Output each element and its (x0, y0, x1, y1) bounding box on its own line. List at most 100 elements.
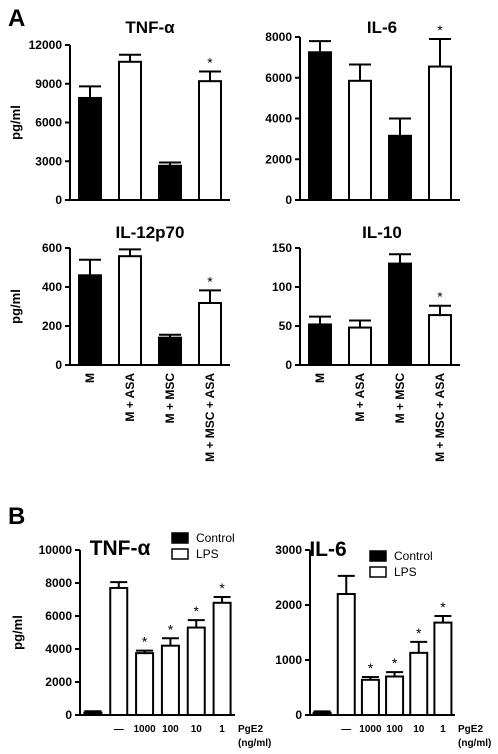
category-label: M + MSC (163, 373, 177, 424)
legend-swatch (369, 550, 387, 562)
legend-swatch (369, 566, 387, 578)
category-label: M (83, 373, 97, 383)
bar (360, 678, 380, 716)
significance-star: * (368, 660, 374, 676)
bar (109, 586, 129, 717)
chart-tnf-alpha-a: TNF-α 0 3000 6000 9000 12000 pg/ml * (8, 18, 230, 207)
x-unit-name: PgE2 (238, 724, 263, 735)
y-tick-label: 600 (42, 241, 62, 255)
category-label: 100 (162, 724, 179, 735)
significance-star: * (440, 599, 446, 615)
legend-label: LPS (196, 547, 219, 561)
category-label: 100 (386, 724, 403, 735)
y-tick-label: 0 (295, 708, 302, 722)
chart-title: TNF-α (125, 18, 175, 37)
chart-il12p70: IL-12p70 0 200 400 600 pg/ml M M + ASA M + MSC * M… (8, 223, 230, 462)
significance-star: * (142, 634, 148, 650)
y-tick-label: 6000 (265, 71, 292, 85)
y-tick-label: 8000 (265, 30, 292, 44)
category-label: M + MSC + ASA (433, 373, 447, 462)
y-tick-label: 0 (55, 358, 62, 372)
bar (198, 301, 222, 366)
y-tick-label: 9000 (35, 77, 62, 91)
category-label: M + MSC (393, 373, 407, 424)
y-tick-label: 4000 (265, 112, 292, 126)
bar (83, 711, 103, 717)
significance-star: * (392, 655, 398, 671)
y-tick-label: 150 (272, 241, 292, 255)
bar (385, 675, 405, 716)
y-tick-label: 0 (285, 193, 292, 207)
bar (118, 255, 142, 366)
category-label: 10 (191, 724, 203, 735)
y-tick-label: 0 (55, 193, 62, 207)
legend-swatch (171, 532, 189, 544)
x-unit: (ng/ml) (238, 738, 271, 749)
category-label: M (313, 373, 327, 383)
y-tick-label: 100 (272, 280, 292, 294)
significance-star: * (437, 289, 443, 305)
category-label: — (114, 724, 124, 735)
bar (160, 644, 180, 717)
bar (198, 80, 222, 201)
bar (308, 323, 332, 367)
legend-label: LPS (394, 565, 417, 579)
y-tick-label: 50 (279, 319, 293, 333)
y-tick-label: 8000 (45, 576, 72, 590)
y-tick-label: 3000 (275, 543, 302, 557)
chart-title: IL-12p70 (116, 223, 185, 242)
bar (348, 79, 372, 201)
bar (212, 601, 232, 716)
category-label: 10 (413, 724, 425, 735)
category-label: 1000 (133, 724, 156, 735)
legend-label: Control (196, 531, 235, 545)
category-label: 1000 (359, 724, 382, 735)
bar (158, 336, 182, 367)
chart-tnf-alpha-b: TNF-α 0 2000 4000 6000 8000 10000 pg/ml — * 1000 * 1… (10, 531, 271, 749)
y-tick-label: 400 (42, 280, 62, 294)
bar (78, 274, 102, 366)
y-tick-label: 4000 (45, 642, 72, 656)
y-tick-label: 2000 (275, 598, 302, 612)
panel-label-b: B (8, 503, 25, 530)
bar (186, 626, 206, 716)
y-tick-label: 1000 (275, 653, 302, 667)
bar (336, 593, 356, 716)
category-label: M + MSC + ASA (203, 373, 217, 462)
y-tick-label: 10000 (39, 543, 73, 557)
bar (428, 314, 452, 366)
bar (312, 711, 332, 716)
chart-title: TNF-α (90, 537, 151, 560)
significance-star: * (437, 22, 443, 38)
category-label: M + ASA (353, 373, 367, 422)
category-label: 1 (219, 724, 225, 735)
bar (158, 164, 182, 201)
legend-swatch (171, 548, 189, 560)
category-label: M + ASA (123, 373, 137, 422)
significance-star: * (207, 273, 213, 289)
bar (433, 621, 453, 716)
chart-title: IL-6 (367, 18, 397, 37)
y-tick-label: 0 (65, 708, 72, 722)
y-axis-label: pg/ml (8, 105, 23, 140)
significance-star: * (194, 603, 200, 619)
y-tick-label: 3000 (35, 154, 62, 168)
bar (135, 652, 155, 716)
category-label: — (341, 724, 351, 735)
y-tick-label: 12000 (29, 38, 63, 52)
bar (118, 60, 142, 201)
legend-label: Control (394, 549, 433, 563)
bar (388, 262, 412, 367)
category-label: 1 (440, 724, 446, 735)
y-tick-label: 2000 (265, 152, 292, 166)
chart-title: IL-10 (362, 223, 402, 242)
y-tick-label: 6000 (35, 116, 62, 130)
x-unit: (ng/ml) (458, 738, 491, 749)
chart-il6-b: IL-6 0 1000 2000 3000 — * 1000 * 100 * 10 * 1 PgE2 (ng/… (275, 538, 491, 749)
significance-star: * (416, 625, 422, 641)
y-axis-label: pg/ml (8, 289, 23, 324)
bar (348, 326, 372, 366)
y-tick-label: 0 (285, 358, 292, 372)
x-unit-name: PgE2 (458, 724, 483, 735)
